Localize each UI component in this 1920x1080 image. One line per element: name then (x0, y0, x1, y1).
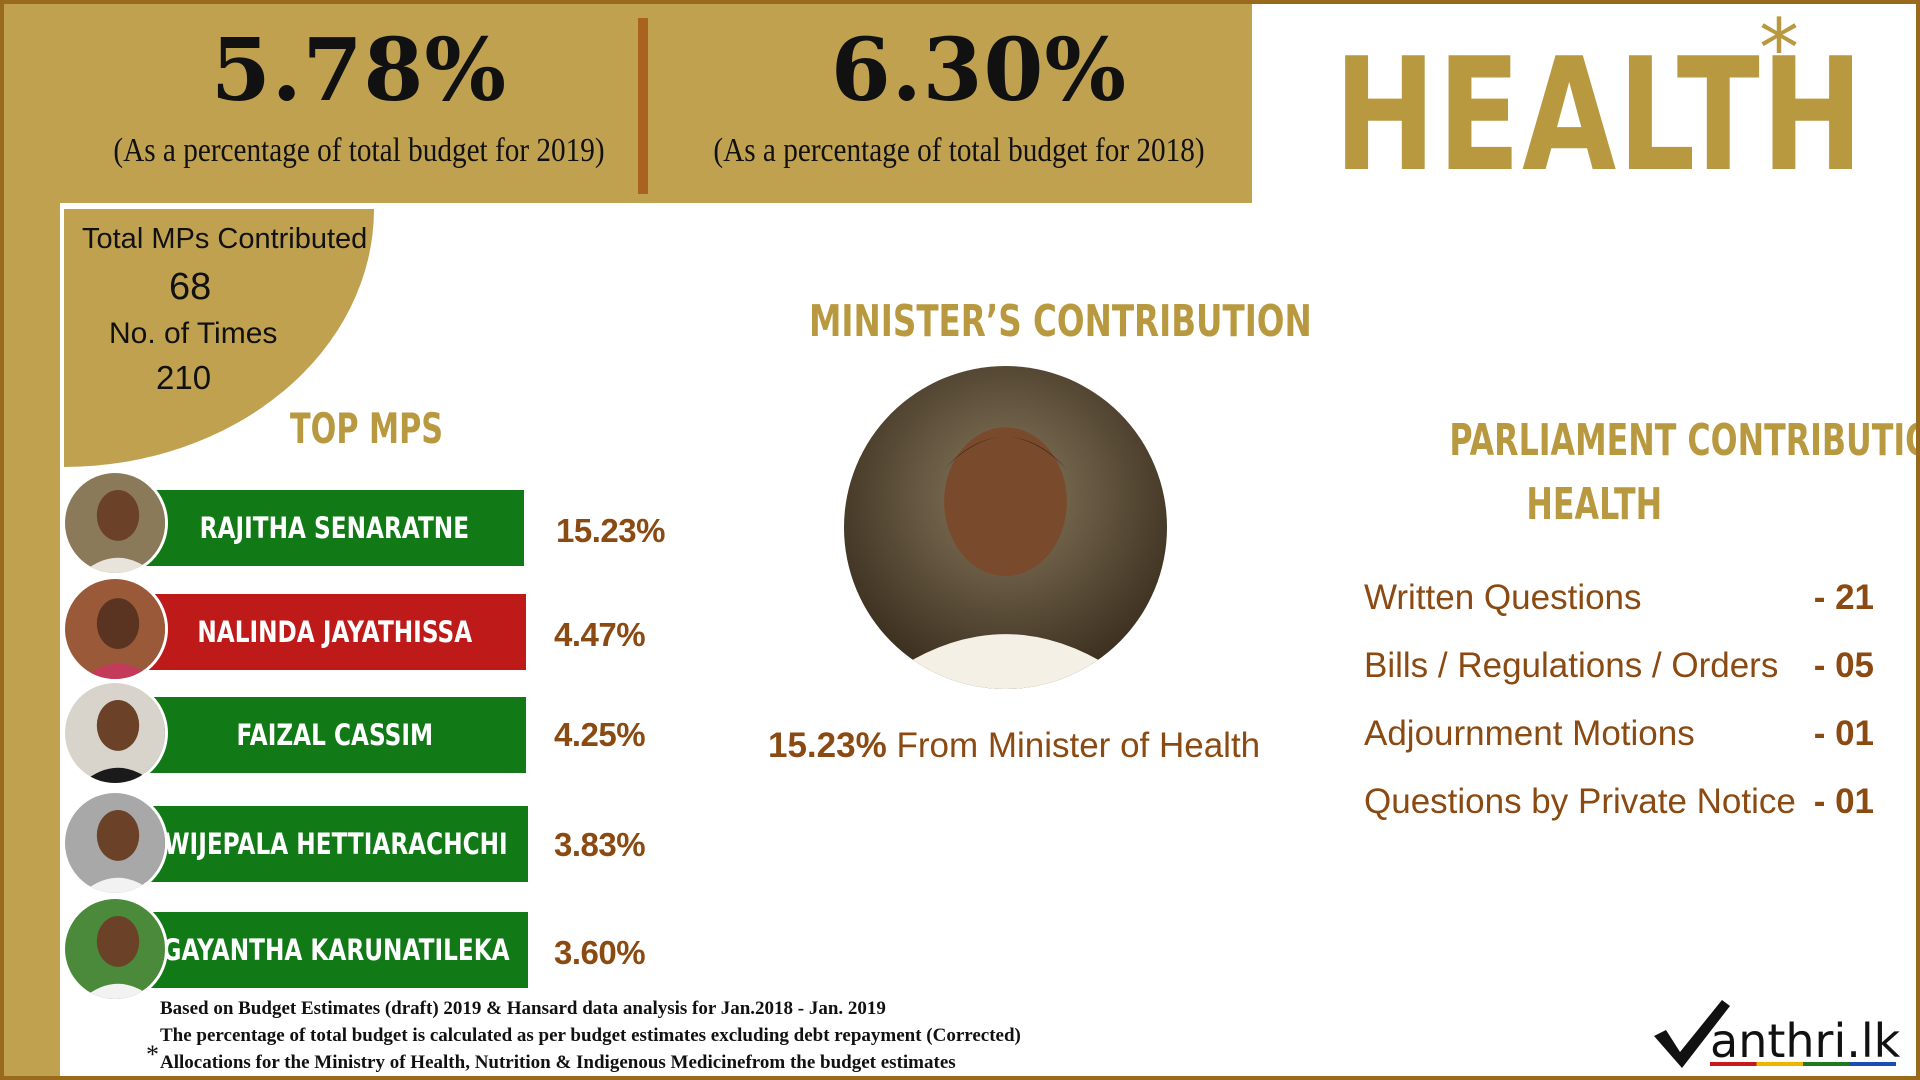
mp-pct: 3.60% (554, 934, 646, 971)
checkmark-logo-icon (1654, 1000, 1730, 1068)
mp-avatar (62, 680, 168, 786)
person-icon (65, 793, 165, 893)
mp-pct: 4.25% (554, 716, 646, 753)
mp-avatar (62, 896, 168, 1002)
logo-underline (1710, 1062, 1896, 1066)
mp-name: RAJITHA SENARATNE (199, 511, 469, 545)
mp-name: GAYANTHA KARUNATILEKA (162, 933, 510, 967)
minister-caption-text: From Minister of Health (886, 726, 1261, 765)
budget-pct-2019: 5.78% (210, 20, 508, 121)
mp-avatar (62, 576, 168, 682)
person-icon (844, 366, 1167, 689)
person-icon (65, 579, 165, 679)
mp-pct: 3.83% (554, 826, 646, 863)
mp-name-bar: NALINDA JAYATHISSA (144, 594, 526, 670)
mp-avatar (62, 790, 168, 896)
parliament-row-label: Questions by Private Notice (1364, 782, 1796, 821)
parliament-contribution-title: PARLIAMENT CONTRIBUTION FOR HEALTH (1334, 409, 1916, 537)
footnote-method: The percentage of total budget is calcul… (160, 1025, 1021, 1046)
mp-name: FAIZAL CASSIM (236, 718, 434, 752)
parliament-row-label: Written Questions (1364, 578, 1642, 617)
top-mps-title: TOP MPS (290, 404, 444, 453)
parliament-row-value: - 21 (1813, 578, 1874, 617)
mp-name-bar: RAJITHA SENARATNE (144, 490, 524, 566)
mp-name-bar: GAYANTHA KARUNATILEKA (144, 912, 528, 988)
total-mps-value: 68 (169, 266, 212, 308)
footnote-allocation: Allocations for the Ministry of Health, … (160, 1052, 956, 1073)
total-mps-label: Total MPs Contributed (82, 223, 368, 255)
logo-text[interactable]: anthri.lk (1710, 1014, 1901, 1068)
minister-caption: 15.23% From Minister of Health (768, 726, 1260, 766)
header-band (4, 4, 1252, 203)
mp-name: NALINDA JAYATHISSA (197, 615, 473, 649)
parliament-row-value: - 05 (1813, 646, 1874, 685)
parliament-title-line1: PARLIAMENT CONTRIBUTION FOR (1449, 415, 1916, 466)
parliament-row-value: - 01 (1813, 714, 1874, 753)
times-value: 210 (156, 359, 212, 396)
person-icon (65, 683, 165, 783)
person-icon (65, 899, 165, 999)
mp-avatar (62, 470, 168, 576)
parliament-row-label: Bills / Regulations / Orders (1364, 646, 1779, 685)
footnote-asterisk: * (146, 1040, 159, 1069)
minister-contribution-title: MINISTER’S CONTRIBUTION (809, 296, 1312, 347)
left-band (4, 4, 60, 1076)
budget-pct-2019-caption: (As a percentage of total budget for 201… (113, 132, 605, 169)
parliament-row-value: - 01 (1813, 782, 1874, 821)
budget-pct-2018-caption: (As a percentage of total budget for 201… (713, 132, 1205, 169)
mp-pct: 4.47% (554, 616, 646, 653)
header-divider (638, 18, 648, 194)
mp-name: WIJEPALA HETTIARACHCHI (164, 827, 508, 861)
sector-title: HEALTH (1334, 24, 1865, 206)
times-label: No. of Times (109, 317, 278, 350)
parliament-row-label: Adjournment Motions (1364, 714, 1695, 753)
mp-name-bar: WIJEPALA HETTIARACHCHI (144, 806, 528, 882)
sector-asterisk: * (1759, 2, 1799, 95)
budget-pct-2018: 6.30% (830, 20, 1128, 121)
mp-name-bar: FAIZAL CASSIM (144, 697, 526, 773)
minister-caption-pct: 15.23% (768, 726, 887, 765)
parliament-title-line2: HEALTH (1526, 479, 1662, 530)
person-icon (65, 473, 165, 573)
footnote-source: Based on Budget Estimates (draft) 2019 &… (160, 998, 886, 1019)
minister-photo (844, 366, 1167, 689)
mp-pct: 15.23% (556, 512, 665, 549)
